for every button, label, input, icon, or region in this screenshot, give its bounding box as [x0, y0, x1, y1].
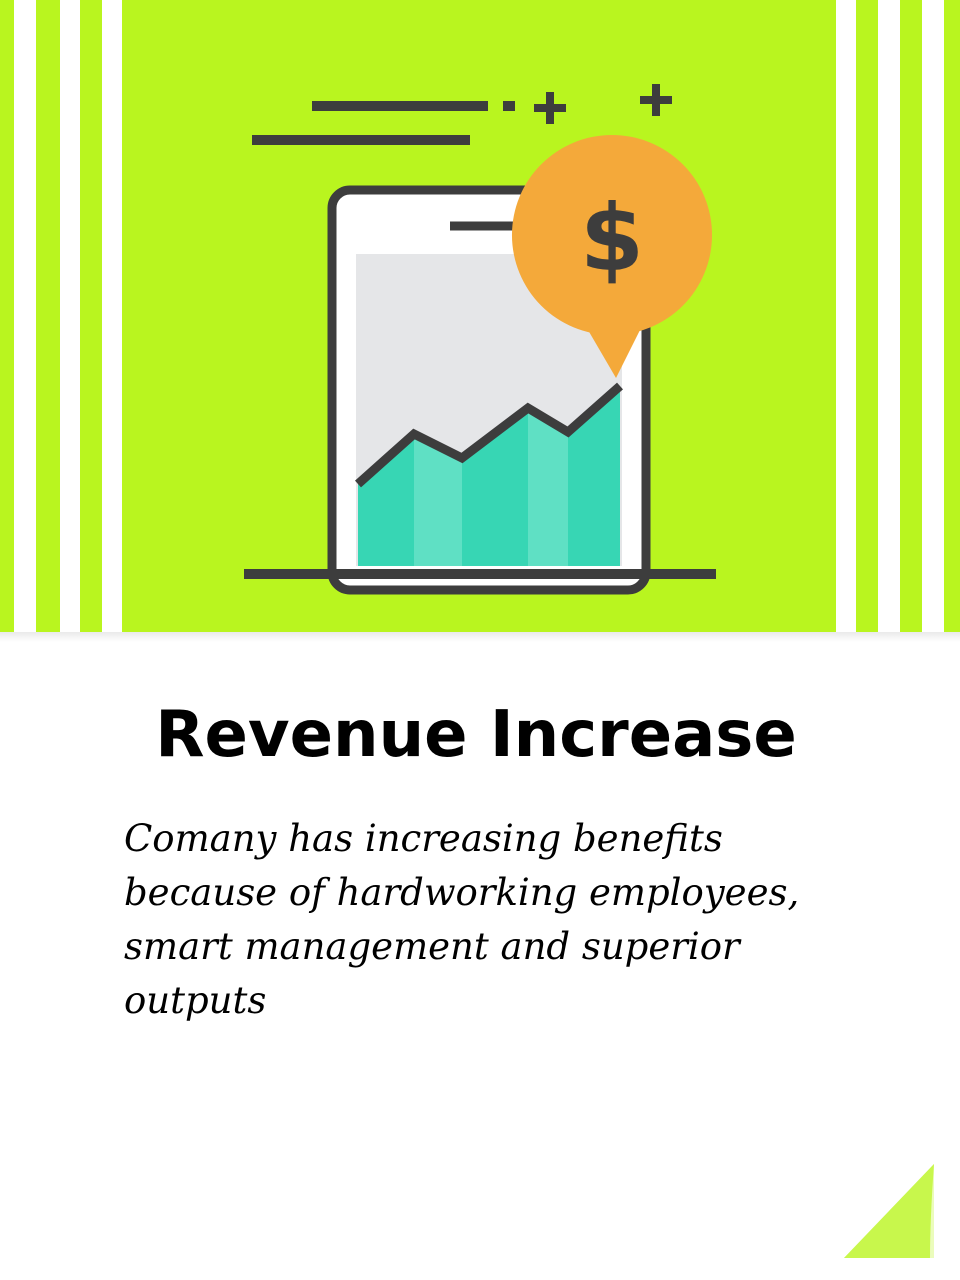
stripe-left-2: [36, 0, 60, 640]
hero-shadow: [0, 632, 960, 642]
stripe-right-3: [944, 0, 960, 640]
hero-banner: $: [0, 0, 960, 642]
growth-chart-icon: [355, 382, 623, 566]
card-title: Revenue Increase: [155, 698, 797, 772]
stripe-right-1: [856, 0, 878, 640]
dollar-sign-icon: $: [580, 185, 644, 292]
stripe-left-3: [80, 0, 102, 640]
speed-lines: [252, 101, 515, 145]
plus-icons: [534, 84, 672, 124]
revenue-growth-phone-icon: $: [244, 84, 716, 595]
stripe-right-2: [900, 0, 922, 640]
stripe-left-1: [0, 0, 14, 640]
page-curl-icon: [844, 1164, 934, 1258]
card-description: Comany has increasing benefits because o…: [124, 817, 800, 1022]
dollar-badge-icon: $: [511, 134, 713, 378]
